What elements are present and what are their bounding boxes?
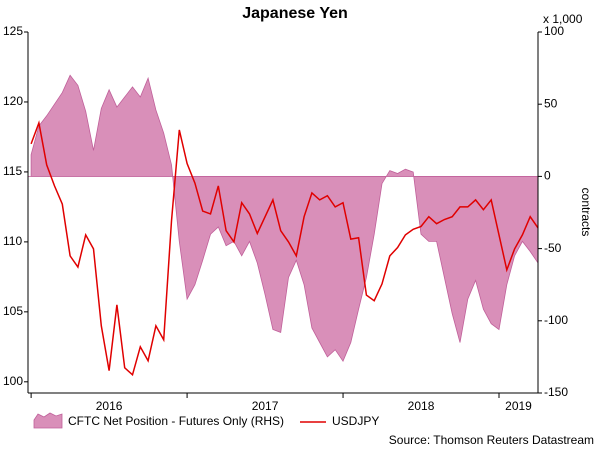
area	[30, 74, 539, 363]
legend-label: USDJPY	[332, 414, 379, 428]
y2-tick-label: 50	[544, 96, 558, 110]
y-tick-label: 100	[3, 374, 23, 388]
x-tick-label: 2016	[96, 399, 123, 413]
y-tick-label: 115	[3, 164, 22, 178]
y2-tick-label: 0	[544, 169, 551, 183]
y-tick-label: 120	[3, 94, 23, 108]
line	[30, 120, 539, 377]
y-tick-label: 125	[3, 24, 23, 38]
y2-tick-label: -100	[544, 313, 568, 327]
x-tick-label: 2019	[505, 399, 532, 413]
y2-axis-label: contracts	[579, 188, 593, 237]
y2-tick-label: 100	[544, 24, 564, 38]
legend-label: CFTC Net Position - Futures Only (RHS)	[68, 414, 284, 428]
x-tick-label: 2017	[252, 399, 279, 413]
y-tick-label: 110	[3, 234, 22, 248]
source: Source: Thomson Reuters Datastream	[389, 433, 594, 447]
y2-tick-label: -50	[544, 241, 562, 255]
legend-swatch	[33, 412, 63, 429]
chart-title: Japanese Yen	[242, 5, 348, 22]
y-tick-label: 105	[3, 304, 23, 318]
y2-tick-label: -150	[544, 385, 568, 399]
x-tick-label: 2018	[408, 399, 435, 413]
y2-unit: x 1,000	[543, 12, 583, 26]
